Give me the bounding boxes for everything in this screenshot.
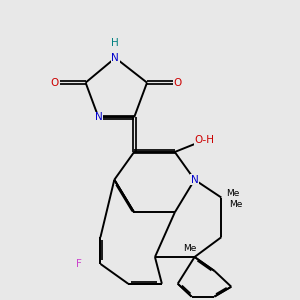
Text: O: O	[51, 78, 59, 88]
Text: N: N	[111, 53, 119, 63]
Text: O-H: O-H	[194, 135, 214, 145]
Text: Me: Me	[226, 190, 239, 199]
Text: H: H	[111, 38, 119, 48]
Text: Me: Me	[230, 200, 243, 209]
Text: N: N	[191, 175, 199, 185]
Text: O: O	[174, 78, 182, 88]
Text: F: F	[76, 259, 82, 269]
Text: N: N	[94, 112, 102, 122]
Text: Me: Me	[183, 244, 197, 253]
